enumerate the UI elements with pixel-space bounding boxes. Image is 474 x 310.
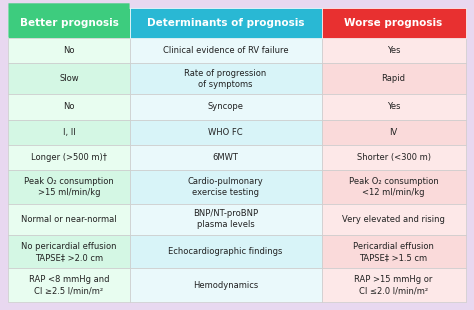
- Bar: [321, 8, 465, 38]
- Bar: [129, 94, 321, 120]
- Bar: [321, 145, 465, 171]
- Bar: [129, 235, 321, 268]
- Bar: [321, 120, 465, 145]
- Text: Normal or near-normal: Normal or near-normal: [21, 215, 117, 224]
- FancyBboxPatch shape: [9, 3, 129, 38]
- Text: RAP <8 mmHg and
CI ≥2.5 l/min/m²: RAP <8 mmHg and CI ≥2.5 l/min/m²: [29, 275, 109, 295]
- Text: Peak O₂ consumption
>15 ml/min/kg: Peak O₂ consumption >15 ml/min/kg: [24, 177, 114, 197]
- Bar: [129, 268, 321, 302]
- Text: Echocardiographic findings: Echocardiographic findings: [168, 247, 283, 256]
- Bar: [129, 63, 321, 94]
- Text: Determinants of prognosis: Determinants of prognosis: [147, 18, 304, 28]
- Text: Determinants of prognosis: Determinants of prognosis: [147, 18, 304, 28]
- Text: No: No: [63, 46, 75, 55]
- Bar: [9, 235, 129, 268]
- Bar: [129, 145, 321, 171]
- Text: Syncope: Syncope: [208, 103, 244, 112]
- Bar: [321, 38, 465, 63]
- Bar: [9, 38, 129, 63]
- Bar: [321, 235, 465, 268]
- Text: Very elevated and rising: Very elevated and rising: [342, 215, 445, 224]
- Bar: [321, 170, 465, 204]
- Bar: [9, 63, 129, 94]
- Text: Worse prognosis: Worse prognosis: [345, 18, 443, 28]
- Bar: [321, 8, 465, 38]
- Bar: [321, 204, 465, 235]
- Text: Better prognosis: Better prognosis: [19, 18, 118, 28]
- Text: WHO FC: WHO FC: [208, 128, 243, 137]
- Bar: [9, 204, 129, 235]
- Bar: [129, 120, 321, 145]
- Text: Longer (>500 m)†: Longer (>500 m)†: [31, 153, 107, 162]
- Text: I, II: I, II: [63, 128, 75, 137]
- Text: BNP/NT-proBNP
plasma levels: BNP/NT-proBNP plasma levels: [193, 209, 258, 229]
- Bar: [129, 8, 321, 38]
- Bar: [129, 170, 321, 204]
- Bar: [9, 94, 129, 120]
- Text: Worse prognosis: Worse prognosis: [345, 18, 443, 28]
- Bar: [9, 120, 129, 145]
- Text: Rate of progression
of symptoms: Rate of progression of symptoms: [184, 69, 267, 89]
- Text: Better prognosis: Better prognosis: [19, 18, 118, 28]
- Bar: [321, 94, 465, 120]
- Bar: [129, 204, 321, 235]
- Bar: [9, 170, 129, 204]
- Text: Hemodynamics: Hemodynamics: [193, 281, 258, 290]
- Text: Slow: Slow: [59, 74, 79, 83]
- Text: No pericardial effusion
TAPSE‡ >2.0 cm: No pericardial effusion TAPSE‡ >2.0 cm: [21, 242, 117, 262]
- Bar: [9, 145, 129, 171]
- Bar: [9, 8, 129, 38]
- Text: Peak O₂ consumption
<12 ml/min/kg: Peak O₂ consumption <12 ml/min/kg: [349, 177, 438, 197]
- Text: Yes: Yes: [387, 46, 401, 55]
- Bar: [321, 268, 465, 302]
- Text: Clinical evidence of RV failure: Clinical evidence of RV failure: [163, 46, 288, 55]
- Text: Rapid: Rapid: [382, 74, 406, 83]
- Text: Cardio-pulmonary
exercise testing: Cardio-pulmonary exercise testing: [188, 177, 264, 197]
- Text: Pericardial effusion
TAPSE‡ >1.5 cm: Pericardial effusion TAPSE‡ >1.5 cm: [353, 242, 434, 262]
- Text: 6MWT: 6MWT: [213, 153, 238, 162]
- Bar: [129, 38, 321, 63]
- Text: RAP >15 mmHg or
CI ≤2.0 l/min/m²: RAP >15 mmHg or CI ≤2.0 l/min/m²: [355, 275, 433, 295]
- Text: IV: IV: [390, 128, 398, 137]
- Text: No: No: [63, 103, 75, 112]
- Text: Shorter (<300 m): Shorter (<300 m): [356, 153, 430, 162]
- Bar: [321, 63, 465, 94]
- Bar: [9, 268, 129, 302]
- Bar: [129, 8, 321, 38]
- Text: Yes: Yes: [387, 103, 401, 112]
